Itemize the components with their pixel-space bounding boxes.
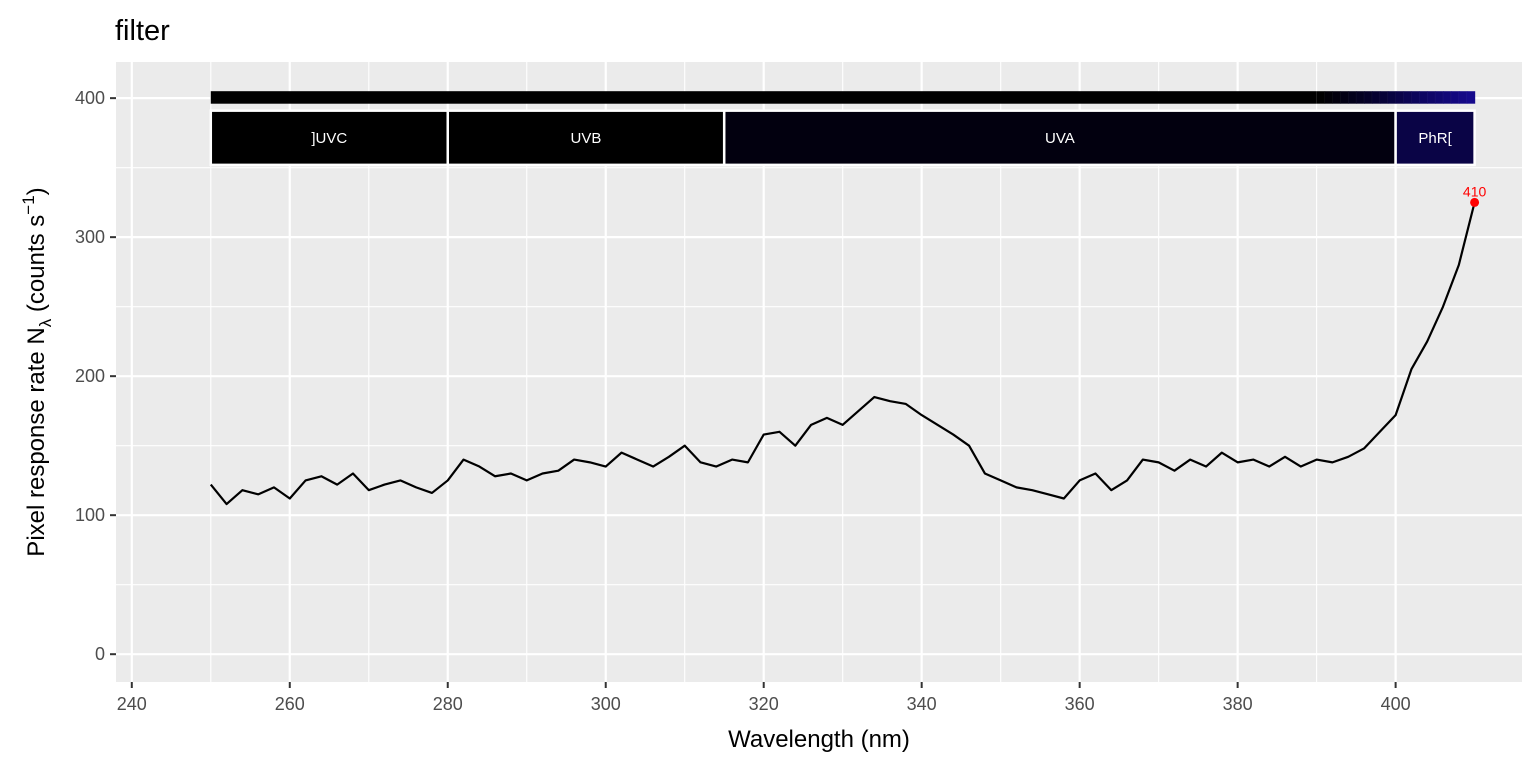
color-bar-segment: [1403, 90, 1413, 104]
y-tick-label: 400: [75, 88, 105, 108]
x-tick-label: 400: [1381, 694, 1411, 714]
color-bar-segment: [1434, 90, 1444, 104]
x-tick-label: 300: [591, 694, 621, 714]
color-bar-segment: [1324, 90, 1334, 104]
color-bar-segment: [1450, 90, 1460, 104]
color-bar-segment: [1458, 90, 1468, 104]
y-tick-label: 100: [75, 505, 105, 525]
color-bar-segment: [1316, 90, 1326, 104]
color-bar-segment: [1371, 90, 1381, 104]
peak-annotation: 410: [1463, 183, 1487, 207]
waveband-label: PhR[: [1418, 130, 1452, 147]
waveband-box: [1394, 109, 1476, 167]
x-axis-title: Wavelength (nm): [728, 726, 910, 753]
y-tick-label: 300: [75, 227, 105, 247]
x-tick-label: 240: [117, 694, 147, 714]
color-bar-segment: [1466, 90, 1476, 104]
y-axis-title-superscript: −1: [19, 195, 38, 214]
color-bar-segment: [1419, 90, 1429, 104]
color-bar-segment: [1395, 90, 1405, 104]
x-axis: 240 260 280 300 320 340 360 380 400: [117, 682, 1411, 714]
x-tick-label: 360: [1065, 694, 1095, 714]
x-tick-label: 260: [275, 694, 305, 714]
color-bar-segment: [210, 91, 1317, 104]
x-tick-label: 380: [1223, 694, 1253, 714]
color-bar-segment: [1379, 90, 1389, 104]
y-tick-label: 200: [75, 366, 105, 386]
waveband-label: UVA: [1045, 130, 1075, 147]
series-group: [209, 202, 1476, 506]
waveband-box: [446, 109, 726, 167]
y-axis-title-main: Pixel response rate N: [23, 327, 50, 556]
color-bar-segment: [1426, 90, 1436, 104]
color-bar-segment: [1442, 90, 1452, 104]
y-axis-title-subscript: λ: [36, 318, 55, 327]
y-axis: 0 100 200 300 400: [75, 88, 116, 664]
peak-label: 410: [1463, 183, 1487, 199]
waveband-label: UVB: [571, 130, 602, 147]
color-bar-segment: [1355, 90, 1365, 104]
x-tick-label: 340: [907, 694, 937, 714]
y-axis-title-close: ): [23, 187, 50, 195]
color-bar-segment: [1363, 90, 1373, 104]
color-bar-segment: [1332, 90, 1342, 104]
waveband-bar: ]UVC UVB UVA PhR[: [209, 109, 1476, 167]
waveband-box: [722, 109, 1397, 167]
y-axis-title-units: (counts s: [23, 215, 50, 319]
peak-point: [1470, 197, 1480, 207]
color-bar-segment: [1411, 90, 1421, 104]
color-bar-segment: [1347, 90, 1357, 104]
waveband-box: [209, 109, 450, 167]
x-tick-label: 280: [433, 694, 463, 714]
series-line: [209, 202, 1476, 506]
color-bar-segment: [1387, 90, 1397, 104]
waveband-label: ]UVC: [311, 130, 347, 147]
chart-title: filter: [115, 15, 170, 47]
x-tick-label: 320: [749, 694, 779, 714]
color-bar: [210, 90, 1476, 104]
y-tick-label: 0: [95, 644, 105, 664]
y-axis-title: Pixel response rate Nλ (counts s−1): [19, 187, 55, 556]
color-bar-segment: [1340, 90, 1350, 104]
